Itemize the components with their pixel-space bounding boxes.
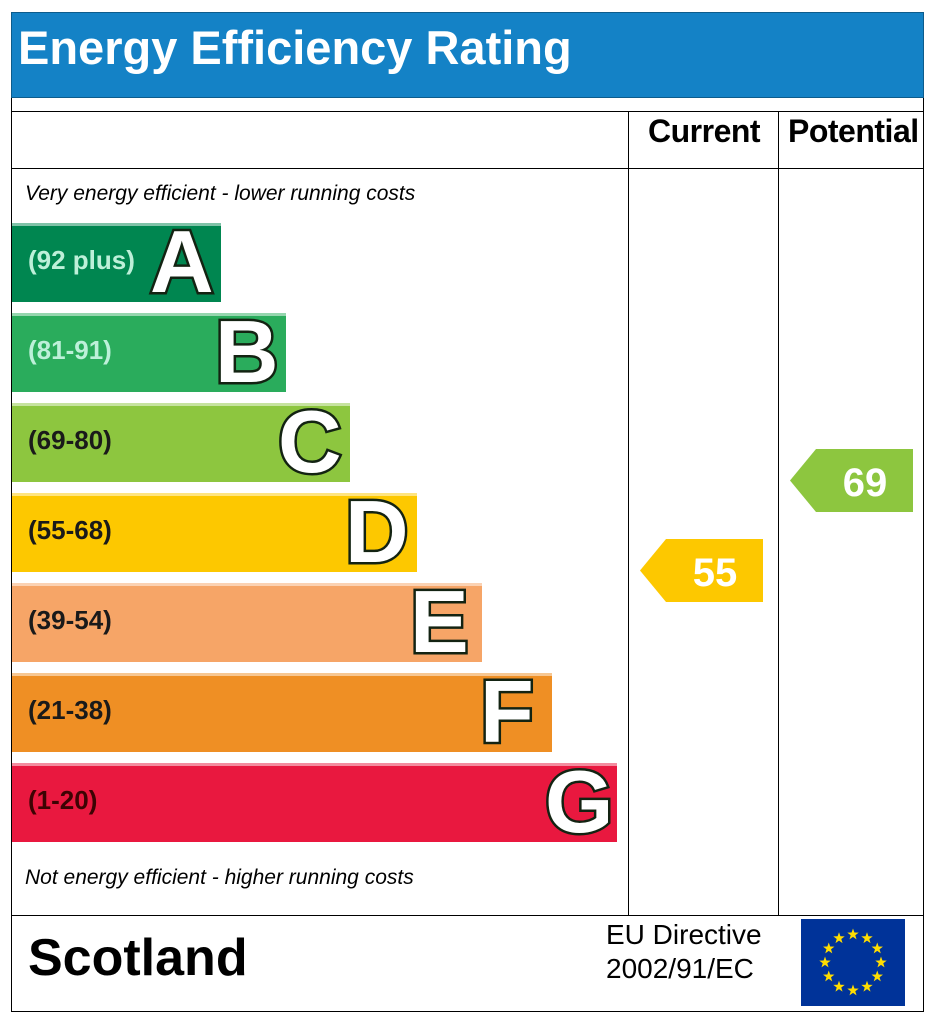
svg-text:G: G: [545, 752, 613, 851]
svg-text:B: B: [215, 302, 279, 401]
svg-text:69: 69: [843, 461, 888, 505]
svg-text:E: E: [410, 572, 469, 671]
svg-text:F: F: [480, 662, 534, 761]
svg-text:D: D: [345, 482, 409, 581]
svg-text:55: 55: [693, 551, 738, 595]
svg-text:C: C: [278, 392, 342, 491]
svg-text:A: A: [150, 212, 214, 311]
